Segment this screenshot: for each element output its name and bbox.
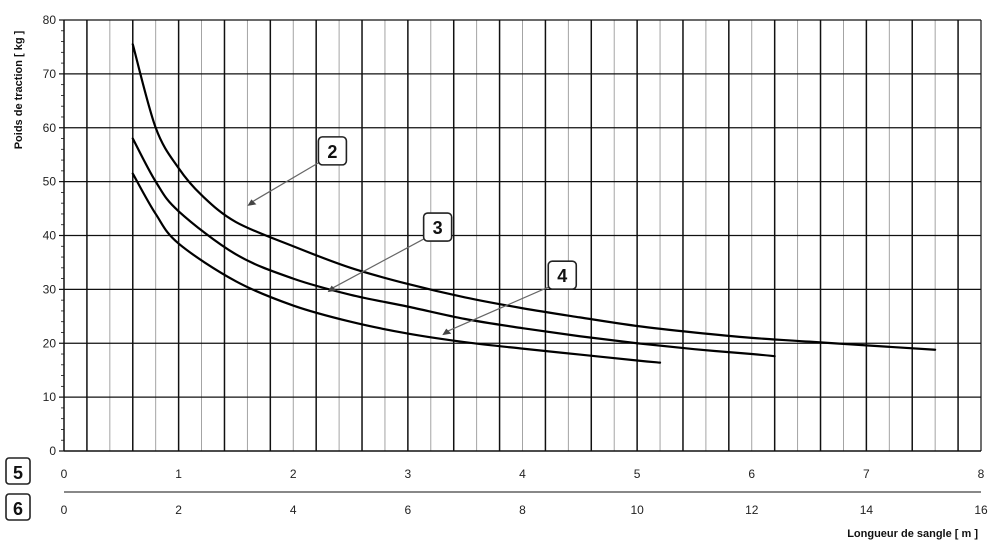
callout-arrowhead-2 (247, 199, 257, 206)
y-tick-label: 40 (43, 229, 57, 243)
x-tick-label: 0 (61, 467, 68, 481)
callout-leader-4 (445, 286, 549, 333)
series-layer (131, 43, 937, 364)
x-tick-label: 12 (745, 503, 759, 517)
x-tick-label: 4 (519, 467, 526, 481)
x-tick-label: 6 (405, 503, 412, 517)
callout-leader-2 (250, 162, 319, 204)
x-tick-label: 6 (748, 467, 755, 481)
callout-arrowhead-4 (442, 328, 452, 336)
y-axis-ticks: 0 10 20 30 40 50 60 70 80 (43, 13, 64, 458)
x-tick-label: 1 (175, 467, 182, 481)
callout-label-2: 2 (327, 142, 337, 162)
x-tick-label: 0 (61, 503, 68, 517)
x-tick-label: 4 (290, 503, 297, 517)
scale-box-6 (5, 493, 31, 521)
callout-arrowhead-3 (327, 285, 337, 293)
scale-label-6: 6 (13, 499, 23, 519)
series-line-4 (131, 172, 662, 364)
grid-major (63, 19, 982, 452)
x-tick-label: 3 (405, 467, 412, 481)
callout-label-3: 3 (433, 218, 443, 238)
y-tick-label: 30 (43, 282, 57, 296)
x-tick-label: 10 (630, 503, 644, 517)
y-axis-title: Poids de traction [ kg ] (13, 30, 25, 149)
y-tick-label: 50 (43, 175, 57, 189)
y-tick-label: 80 (43, 13, 57, 27)
y-tick-label: 60 (43, 121, 57, 135)
x-tick-label: 5 (634, 467, 641, 481)
callout-box-3 (422, 212, 453, 242)
y-tick-label: 0 (49, 444, 56, 458)
x-tick-label: 8 (519, 503, 526, 517)
annotation-layer: 2 3 4 (247, 136, 578, 336)
callout-box-2 (317, 136, 348, 166)
x-tick-label: 2 (175, 503, 182, 517)
x-scales: 5 0 1 2 3 4 5 6 7 86 0 2 4 6 8 10 12 14 16 (5, 457, 988, 521)
callout-leader-3 (330, 238, 424, 290)
y-tick-label: 20 (43, 336, 57, 350)
x-tick-label: 7 (863, 467, 870, 481)
x-tick-label: 14 (860, 503, 874, 517)
callout-box-4 (547, 260, 578, 290)
scale-box-5 (5, 457, 31, 485)
callout-label-4: 4 (557, 266, 567, 286)
scale-label-5: 5 (13, 463, 23, 483)
x-axis-title: Longueur de sangle [ m ] (847, 528, 978, 540)
series-line-3 (131, 137, 776, 358)
x-tick-label: 8 (978, 467, 985, 481)
y-tick-label: 70 (43, 67, 57, 81)
series-line-2 (131, 43, 937, 351)
x-tick-label: 2 (290, 467, 297, 481)
x-tick-label: 16 (974, 503, 988, 517)
y-tick-label: 10 (43, 390, 57, 404)
